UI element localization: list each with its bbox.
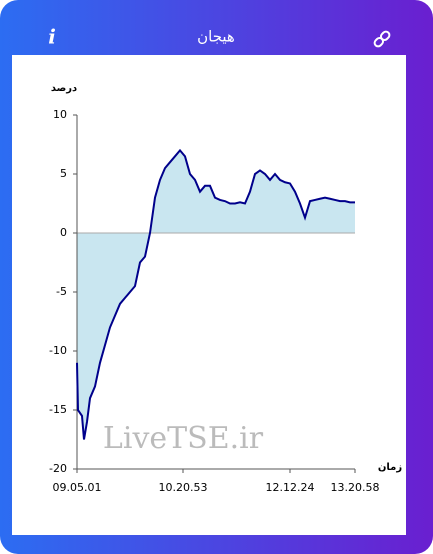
y-axis-label: درصد [51, 83, 77, 94]
y-tick-label: 5 [60, 167, 67, 180]
link-part [373, 36, 385, 48]
chart-title: هیجان [197, 28, 235, 46]
y-tick-label: 0 [60, 226, 67, 239]
x-tick-label: 13.20.58 [331, 481, 380, 494]
y-tick-label: -5 [56, 285, 67, 298]
watermark: LiveTSE.ir [103, 421, 264, 456]
x-axis-label: زمان [378, 462, 402, 473]
area [77, 150, 355, 440]
info-button[interactable]: i [48, 25, 56, 49]
y-tick-label: -15 [49, 403, 67, 416]
y-tick-label: -10 [49, 344, 67, 357]
link-part [379, 30, 391, 42]
x-tick-label: 09.05.01 [53, 481, 102, 494]
x-tick-label: 12.12.24 [266, 481, 315, 494]
y-tick-label: -20 [49, 462, 67, 475]
y-tick-label: 10 [53, 108, 67, 121]
link-icon[interactable] [373, 30, 391, 48]
x-tick-label: 10.20.53 [159, 481, 208, 494]
line [76, 148, 355, 440]
